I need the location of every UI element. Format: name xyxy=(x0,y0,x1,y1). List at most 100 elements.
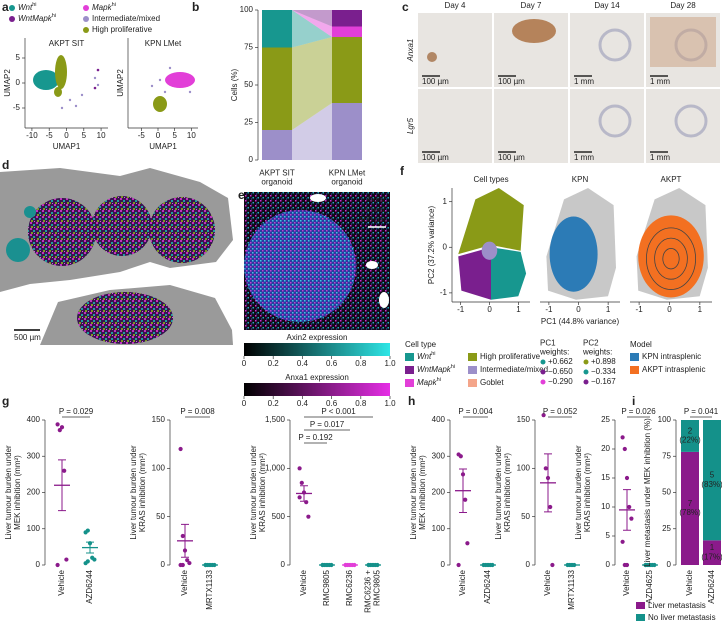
y-tick-label: 0 xyxy=(526,560,531,569)
x-tick-label: 0.2 xyxy=(268,399,280,408)
legend-label: KPN intrasplenic xyxy=(642,352,701,361)
bar-segment xyxy=(681,451,699,565)
scale-label: 1 mm xyxy=(650,153,670,162)
alluvium xyxy=(292,10,332,27)
data-point xyxy=(624,475,630,481)
legend-label-text: WntMapk xyxy=(18,14,53,23)
x-tick-label: AKPT SIT organoid xyxy=(259,169,295,187)
legend-label-sup: hi xyxy=(437,377,441,383)
error-bar xyxy=(623,489,631,531)
y-tick-label: 25 xyxy=(601,415,610,424)
x-tick-label: 1.0 xyxy=(384,359,396,368)
x-tick-label: RMC6236 xyxy=(345,569,354,606)
y-tick-label: 50 xyxy=(521,512,530,521)
data-point xyxy=(85,559,90,564)
x-tick-label: 1.0 xyxy=(384,399,396,408)
x-tick-label: Vehicle xyxy=(57,569,66,595)
legend-dot xyxy=(583,379,589,385)
legend-dot xyxy=(583,369,589,375)
y-axis-label: UMAP2 xyxy=(3,69,12,97)
error-bar xyxy=(58,459,66,512)
density-region xyxy=(481,241,498,260)
legend-label: High proliferative xyxy=(480,352,541,361)
data-point xyxy=(299,480,304,485)
bar-segment xyxy=(681,420,699,452)
y-tick-label: 150 xyxy=(152,415,166,424)
data-point xyxy=(85,528,90,533)
data-point xyxy=(620,435,625,440)
legend-title: PC2 weights: xyxy=(582,339,612,357)
x-tick-label: MRTX1133 xyxy=(205,569,214,609)
x-tick-label: AZD6244 xyxy=(85,569,94,603)
y-tick-label: 0 xyxy=(161,560,166,569)
p-value: P = 0.192 xyxy=(298,433,333,442)
y-tick-label: 25 xyxy=(244,118,253,127)
fluorescence-image xyxy=(244,192,390,330)
y-axis-label: Liver tumour burden under xyxy=(494,445,503,540)
legend-label: Intermediate/mixed xyxy=(480,365,548,374)
x-tick-label: MRTX1133 xyxy=(567,569,576,609)
scale-label: 1 mm xyxy=(650,77,670,86)
column-label: Day 28 xyxy=(670,1,696,10)
bar-segment xyxy=(262,47,292,130)
x-tick-label: Vehicle xyxy=(622,569,631,595)
data-point xyxy=(456,562,461,568)
y-tick-label: 10 xyxy=(601,502,610,511)
legend-label: Wnthi xyxy=(18,2,37,12)
data-point xyxy=(178,446,183,452)
value-label: 1 (17%) xyxy=(701,543,722,561)
x-tick-label: -5 xyxy=(46,131,54,140)
micrograph-feature xyxy=(427,52,437,62)
x-tick-label: Vehicle xyxy=(685,569,694,595)
data-point xyxy=(465,541,470,546)
cell-dot xyxy=(158,78,162,82)
p-value: P = 0.029 xyxy=(59,407,94,416)
x-axis-label: UMAP1 xyxy=(149,142,177,151)
channel-label: Axin2 xyxy=(365,195,387,204)
y-tick-label: 75 xyxy=(662,451,671,460)
scale-label: 100 µm xyxy=(422,153,449,162)
legend-swatch xyxy=(636,602,645,609)
p-value: P < 0.001 xyxy=(321,407,356,416)
tissue-image xyxy=(0,168,233,345)
y-axis-label: Liver tumour burden under xyxy=(4,445,13,540)
y-tick-label: 0 xyxy=(36,560,41,569)
data-point xyxy=(458,454,463,459)
micrograph xyxy=(494,89,568,163)
legend-label-text: Mapk xyxy=(92,3,113,12)
y-axis-label: Liver tumour burden under xyxy=(409,445,418,540)
density-region xyxy=(654,237,688,280)
y-axis-label: Liver tumour burden under xyxy=(129,445,138,540)
legend-label-text: Intermediate/mixed xyxy=(480,365,548,374)
micrograph xyxy=(418,89,492,163)
cluster xyxy=(153,96,167,112)
legend-swatch xyxy=(468,353,477,361)
y-tick-label: 100 xyxy=(432,524,446,533)
x-tick-label: 0.6 xyxy=(326,399,338,408)
colorbar xyxy=(244,383,390,396)
cell-dot xyxy=(188,90,192,94)
data-point xyxy=(541,413,546,418)
panel-letter: c xyxy=(402,0,409,14)
cell-dot xyxy=(168,66,172,70)
legend-label: −0.650 xyxy=(548,367,573,376)
cell-dot xyxy=(68,98,72,102)
cell-dot xyxy=(150,84,154,88)
row-label: Anxa1 xyxy=(406,39,415,63)
data-point xyxy=(622,446,627,452)
x-tick-label: 10 xyxy=(97,131,106,140)
x-tick-label: Vehicle xyxy=(299,569,308,595)
cell-dot xyxy=(80,93,84,97)
y-tick-label: 0 xyxy=(667,560,672,569)
x-tick-label: KPN LMet organoid xyxy=(329,169,366,187)
legend-swatch xyxy=(630,353,639,361)
p-value: P = 0.017 xyxy=(310,420,345,429)
data-point xyxy=(62,468,67,473)
colorbar-title: Axin2 expression xyxy=(287,333,348,342)
legend-swatch xyxy=(636,614,645,621)
y-axis-label: Liver tumour burden under xyxy=(574,445,583,540)
data-point xyxy=(57,428,62,433)
y-tick-label: 50 xyxy=(244,80,253,89)
y-tick-label: 75 xyxy=(244,43,253,52)
